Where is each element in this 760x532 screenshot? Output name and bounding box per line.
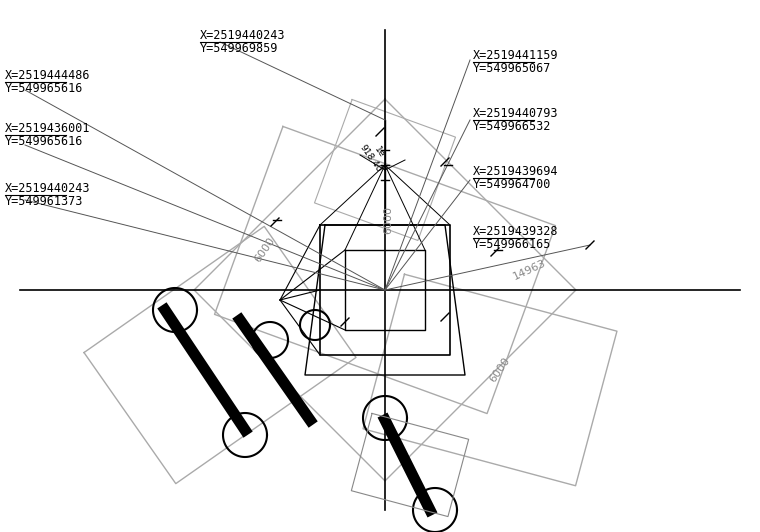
Text: X=2519439328: X=2519439328 bbox=[473, 225, 559, 238]
Text: Y=549961373: Y=549961373 bbox=[5, 195, 84, 208]
Text: X=2519440243: X=2519440243 bbox=[5, 182, 90, 195]
Text: Y=549965067: Y=549965067 bbox=[473, 62, 551, 75]
Text: X=2519440243: X=2519440243 bbox=[200, 29, 286, 42]
Text: Y=549964700: Y=549964700 bbox=[473, 178, 551, 191]
Text: X=2519444486: X=2519444486 bbox=[5, 69, 90, 82]
Text: Y=549966165: Y=549966165 bbox=[473, 238, 551, 251]
Text: 14963: 14963 bbox=[512, 258, 548, 282]
Text: 6000: 6000 bbox=[488, 356, 512, 384]
Text: X=2519439694: X=2519439694 bbox=[473, 165, 559, 178]
Text: X=2519436001: X=2519436001 bbox=[5, 122, 90, 135]
Text: 6000: 6000 bbox=[383, 206, 393, 234]
Text: Y=549969859: Y=549969859 bbox=[200, 42, 278, 55]
Text: X=2519441159: X=2519441159 bbox=[473, 49, 559, 62]
Text: Y=549965616: Y=549965616 bbox=[5, 82, 84, 95]
Text: 6000: 6000 bbox=[253, 236, 277, 264]
Text: Y=549966532: Y=549966532 bbox=[473, 120, 551, 133]
Text: 1e
918.40: 1e 918.40 bbox=[358, 137, 392, 173]
Text: X=2519440793: X=2519440793 bbox=[473, 107, 559, 120]
Text: Y=549965616: Y=549965616 bbox=[5, 135, 84, 148]
